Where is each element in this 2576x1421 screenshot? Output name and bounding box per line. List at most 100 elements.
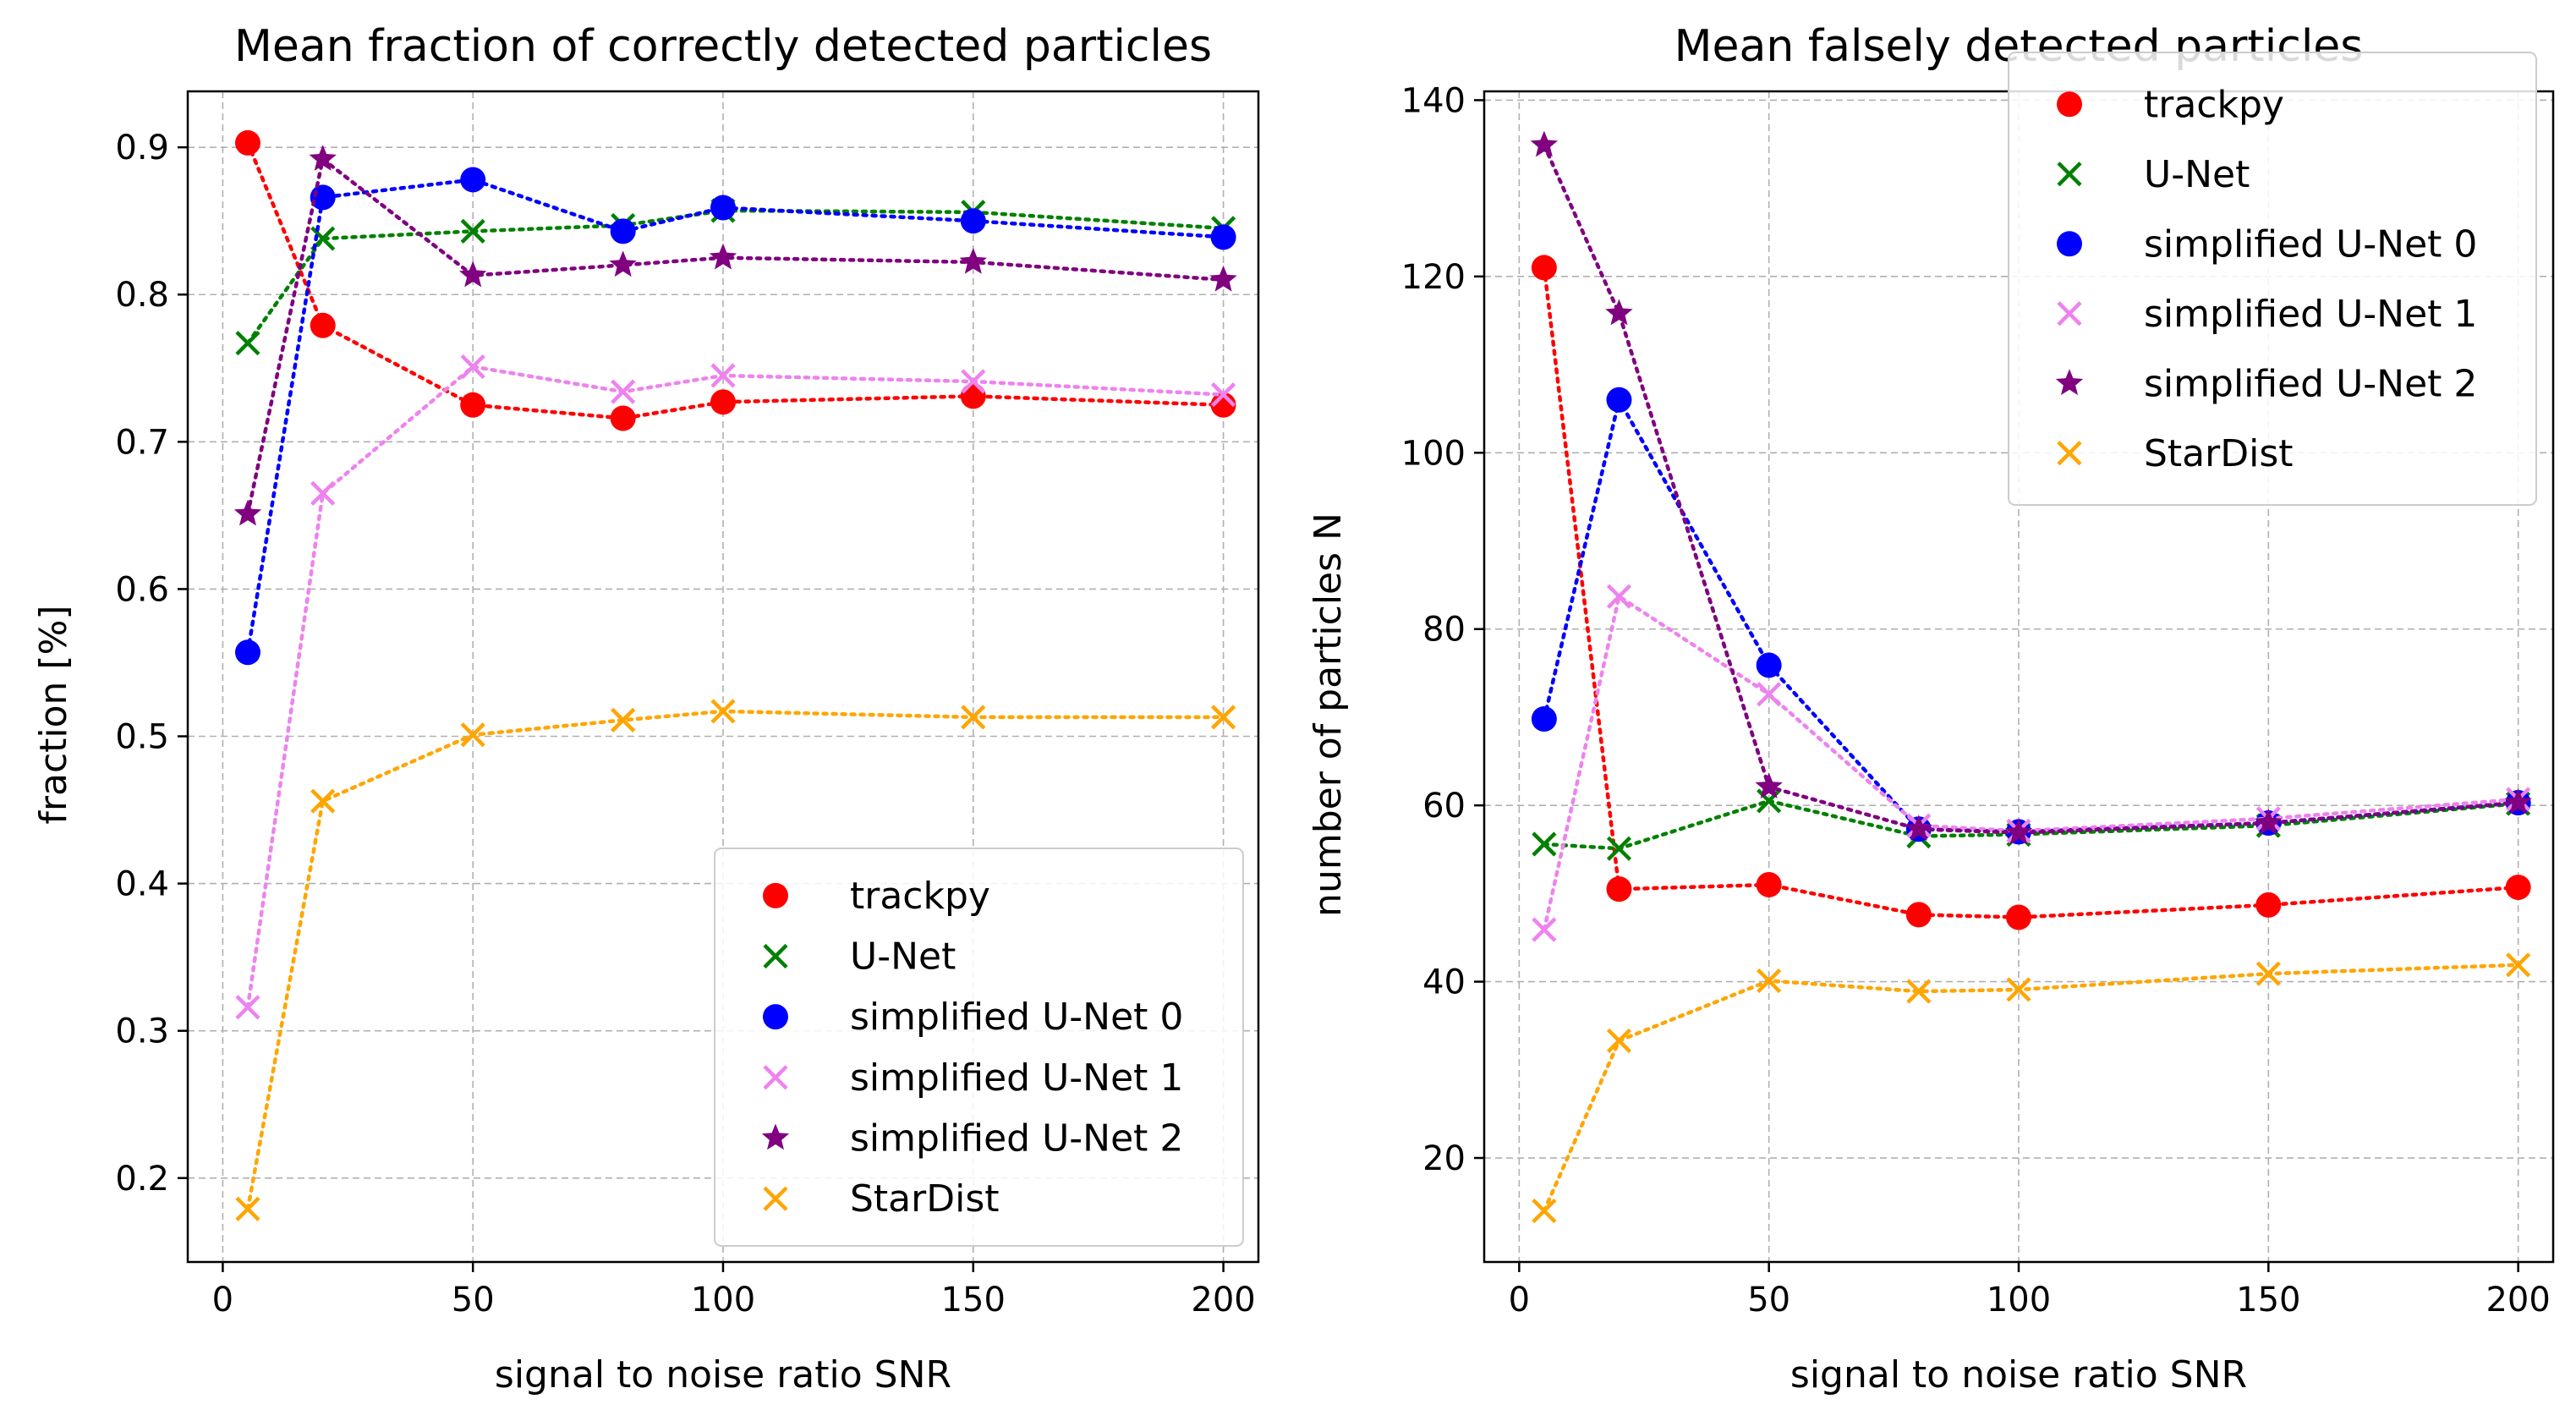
legend-marker xyxy=(761,1123,790,1150)
data-point xyxy=(1755,772,1783,799)
x-tick-label: 150 xyxy=(941,1281,1006,1320)
x-tick-label: 150 xyxy=(2236,1281,2300,1320)
legend-marker xyxy=(763,1004,788,1030)
series-simplified-u-net-2 xyxy=(1530,130,2532,845)
data-point xyxy=(960,383,986,409)
data-point xyxy=(611,379,636,404)
data-point xyxy=(460,218,485,244)
data-point xyxy=(1606,836,1632,861)
series-u-net xyxy=(235,198,1236,356)
data-point xyxy=(1756,871,1782,897)
x-axis-label: signal to noise ratio SNR xyxy=(1790,1353,2247,1396)
data-point xyxy=(1209,265,1237,292)
y-tick-label: 0.6 xyxy=(115,570,169,609)
legend-label: simplified U-Net 0 xyxy=(2144,222,2477,266)
legend-label: StarDist xyxy=(2144,432,2294,475)
x-axis-label: signal to noise ratio SNR xyxy=(495,1353,951,1396)
y-axis-label: fraction [%] xyxy=(32,605,75,824)
data-point xyxy=(1531,255,1557,281)
series-stardist xyxy=(235,699,1236,1221)
legend-marker xyxy=(763,1065,788,1090)
data-point xyxy=(1210,382,1236,408)
legend-marker xyxy=(763,1186,788,1211)
y-tick-label: 40 xyxy=(1422,963,1466,1002)
legend-label: trackpy xyxy=(2144,83,2284,126)
data-point xyxy=(710,363,736,388)
legend-marker xyxy=(2057,162,2082,187)
data-point xyxy=(1606,387,1632,413)
y-tick-label: 0.2 xyxy=(115,1160,169,1199)
data-point xyxy=(959,247,987,274)
series-line xyxy=(245,178,1225,655)
data-point xyxy=(710,195,736,221)
data-point xyxy=(1606,584,1632,609)
y-axis-label: number of particles N xyxy=(1307,513,1350,917)
data-point xyxy=(2006,977,2031,1002)
y-tick-label: 120 xyxy=(1401,258,1466,297)
x-tick-label: 100 xyxy=(691,1281,755,1320)
data-point xyxy=(235,331,260,356)
y-tick-label: 60 xyxy=(1422,787,1466,826)
data-point xyxy=(610,405,636,431)
x-tick-label: 0 xyxy=(212,1281,233,1320)
data-point xyxy=(2006,904,2031,930)
y-tick-label: 100 xyxy=(1401,434,1466,473)
data-point xyxy=(2505,875,2531,901)
axis-ticks: 0 50 100 150 200 0.2 0.3 0.4 0.5 0.6 0.7 0.8 0.9 xyxy=(115,129,1255,1320)
legend-marker xyxy=(2057,231,2082,257)
data-point xyxy=(235,995,260,1020)
data-point xyxy=(460,722,485,748)
legend-box xyxy=(2008,52,2537,506)
data-point xyxy=(234,639,260,666)
legend-marker xyxy=(2057,301,2082,326)
data-point xyxy=(1605,299,1633,326)
y-tick-label: 0.7 xyxy=(115,423,169,462)
series-trackpy xyxy=(1531,255,2531,930)
data-point xyxy=(1532,1198,1557,1224)
series-simplified-u-net-0 xyxy=(234,167,1236,666)
series-line xyxy=(1542,963,2520,1213)
legend: trackpy U-Net simplified U-Net 0 simplified… xyxy=(2008,52,2537,506)
data-point xyxy=(961,705,986,730)
data-point xyxy=(2004,818,2033,845)
series-line xyxy=(245,208,1225,345)
data-point xyxy=(710,389,736,415)
data-point xyxy=(1210,705,1236,730)
y-tick-label: 20 xyxy=(1422,1139,1466,1178)
data-point xyxy=(460,167,486,193)
data-point xyxy=(961,369,986,394)
legend: trackpy U-Net simplified U-Net 0 simplified… xyxy=(714,848,1244,1247)
data-point xyxy=(1757,788,1782,814)
data-point xyxy=(1531,706,1557,732)
data-point xyxy=(610,218,636,244)
data-point xyxy=(460,354,485,380)
x-tick-label: 200 xyxy=(1191,1281,1255,1320)
x-tick-label: 50 xyxy=(452,1281,495,1320)
y-tick-label: 140 xyxy=(1401,81,1466,120)
series-line xyxy=(1542,798,2520,851)
y-tick-label: 0.9 xyxy=(115,129,169,167)
data-point xyxy=(2255,961,2281,986)
y-tick-label: 80 xyxy=(1422,611,1466,650)
y-tick-label: 0.3 xyxy=(115,1012,169,1051)
data-point xyxy=(960,208,986,234)
data-point xyxy=(710,699,736,724)
data-point xyxy=(235,1196,260,1221)
legend-marker xyxy=(763,943,788,969)
legend-label: simplified U-Net 0 xyxy=(850,996,1183,1039)
data-point xyxy=(1210,224,1236,250)
data-point xyxy=(709,243,737,270)
chart-correct-fraction: Mean fraction of correctly detected part… xyxy=(32,21,1260,1396)
legend-label: trackpy xyxy=(850,875,990,918)
data-point xyxy=(2255,809,2283,835)
data-point xyxy=(309,145,337,171)
data-point xyxy=(233,499,262,526)
series-simplified-u-net-2 xyxy=(233,145,1237,526)
data-point xyxy=(310,312,336,338)
chart-title: Mean fraction of correctly detected part… xyxy=(234,21,1212,72)
data-point xyxy=(2255,892,2282,918)
series-stardist xyxy=(1532,952,2531,1224)
data-point xyxy=(234,129,260,156)
data-point xyxy=(1906,979,1932,1004)
